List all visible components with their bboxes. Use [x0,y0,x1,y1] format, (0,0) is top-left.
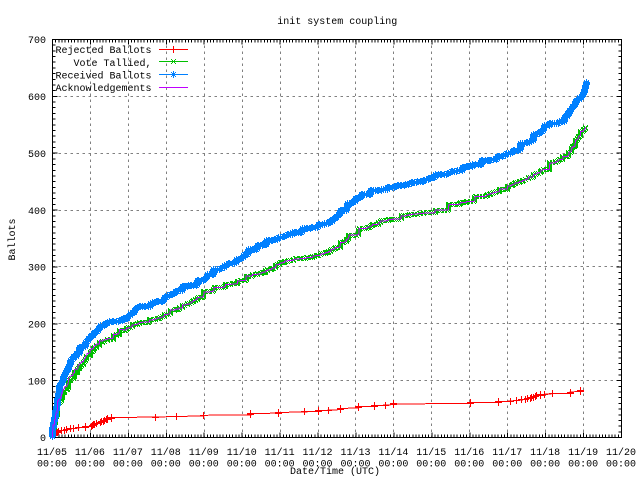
svg-text:500: 500 [28,150,46,161]
svg-text:00:00: 00:00 [492,460,522,471]
svg-text:600: 600 [28,93,46,104]
svg-text:11/12: 11/12 [302,447,332,459]
svg-text:700: 700 [28,36,46,47]
svg-text:Received Ballots: Received Ballots [55,71,151,83]
svg-text:00:00: 00:00 [530,460,560,471]
svg-text:11/15: 11/15 [416,447,446,459]
svg-text:11/16: 11/16 [454,447,484,459]
svg-text:400: 400 [28,207,46,218]
svg-text:11/07: 11/07 [113,447,143,459]
svg-text:100: 100 [28,377,46,388]
svg-text:00:00: 00:00 [265,460,295,471]
svg-text:00:00: 00:00 [568,460,598,471]
svg-text:11/10: 11/10 [227,447,257,459]
svg-text:Acknowledgements: Acknowledgements [55,83,151,95]
svg-text:11/05: 11/05 [37,447,67,459]
svg-text:00:00: 00:00 [454,460,484,471]
svg-text:11/06: 11/06 [75,447,105,459]
svg-text:11/13: 11/13 [340,447,370,459]
svg-text:11/14: 11/14 [378,447,408,459]
svg-text:200: 200 [28,321,46,332]
svg-text:00:00: 00:00 [378,460,408,471]
svg-text:00:00: 00:00 [416,460,446,471]
svg-text:00:00: 00:00 [302,460,332,471]
svg-text:0: 0 [40,434,46,445]
svg-text:00:00: 00:00 [340,460,370,471]
svg-text:00:00: 00:00 [113,460,143,471]
svg-text:00:00: 00:00 [75,460,105,471]
svg-text:Vote Tallied,: Vote Tallied, [73,58,151,70]
svg-text:00:00: 00:00 [151,460,181,471]
svg-text:11/17: 11/17 [492,447,522,459]
svg-text:00:00: 00:00 [227,460,257,471]
svg-text:Date/Time (UTC): Date/Time (UTC) [290,466,380,478]
svg-text:Ballots: Ballots [7,218,19,260]
svg-text:00:00: 00:00 [37,460,67,471]
svg-text:11/19: 11/19 [568,447,598,459]
svg-text:300: 300 [28,264,46,275]
svg-text:00:00: 00:00 [606,460,636,471]
svg-text:11/09: 11/09 [189,447,219,459]
svg-text:Rejected Ballots: Rejected Ballots [55,45,151,57]
svg-text:11/18: 11/18 [530,447,560,459]
svg-text:init system coupling: init system coupling [277,16,397,28]
svg-text:11/11: 11/11 [265,447,295,459]
svg-text:00:00: 00:00 [189,460,219,471]
svg-text:11/08: 11/08 [151,447,181,459]
svg-text:11/20: 11/20 [606,447,636,459]
